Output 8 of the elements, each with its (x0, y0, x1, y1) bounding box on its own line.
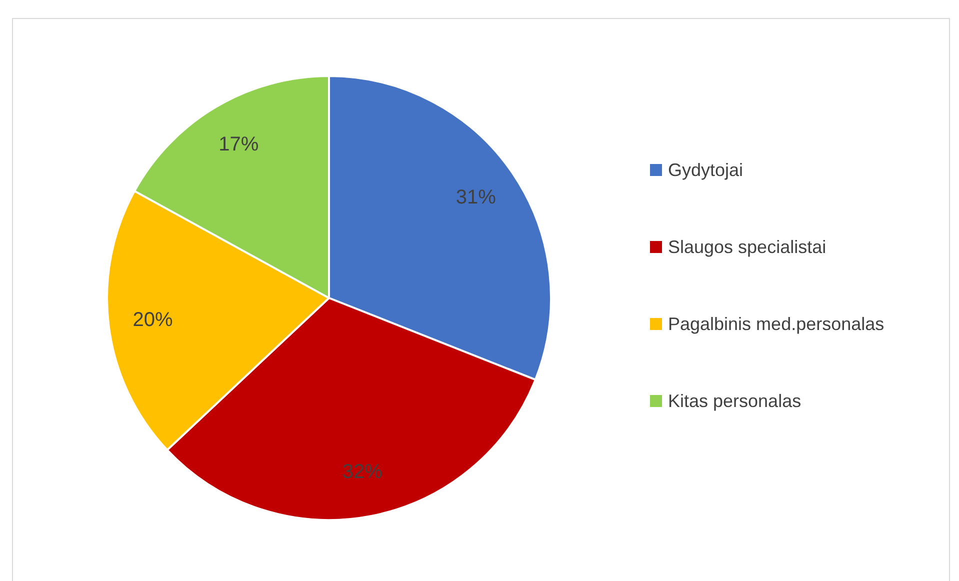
data-label: 20% (132, 308, 174, 331)
data-label: 32% (342, 460, 383, 483)
legend-label: Slaugos specialistai (668, 236, 826, 258)
legend-label: Pagalbinis med.personalas (668, 314, 884, 334)
data-label: 31% (456, 186, 496, 209)
legend-label: Kitas personalas (668, 390, 802, 412)
data-label: 17% (218, 134, 259, 156)
legend-label: Gydytojai (668, 160, 744, 180)
